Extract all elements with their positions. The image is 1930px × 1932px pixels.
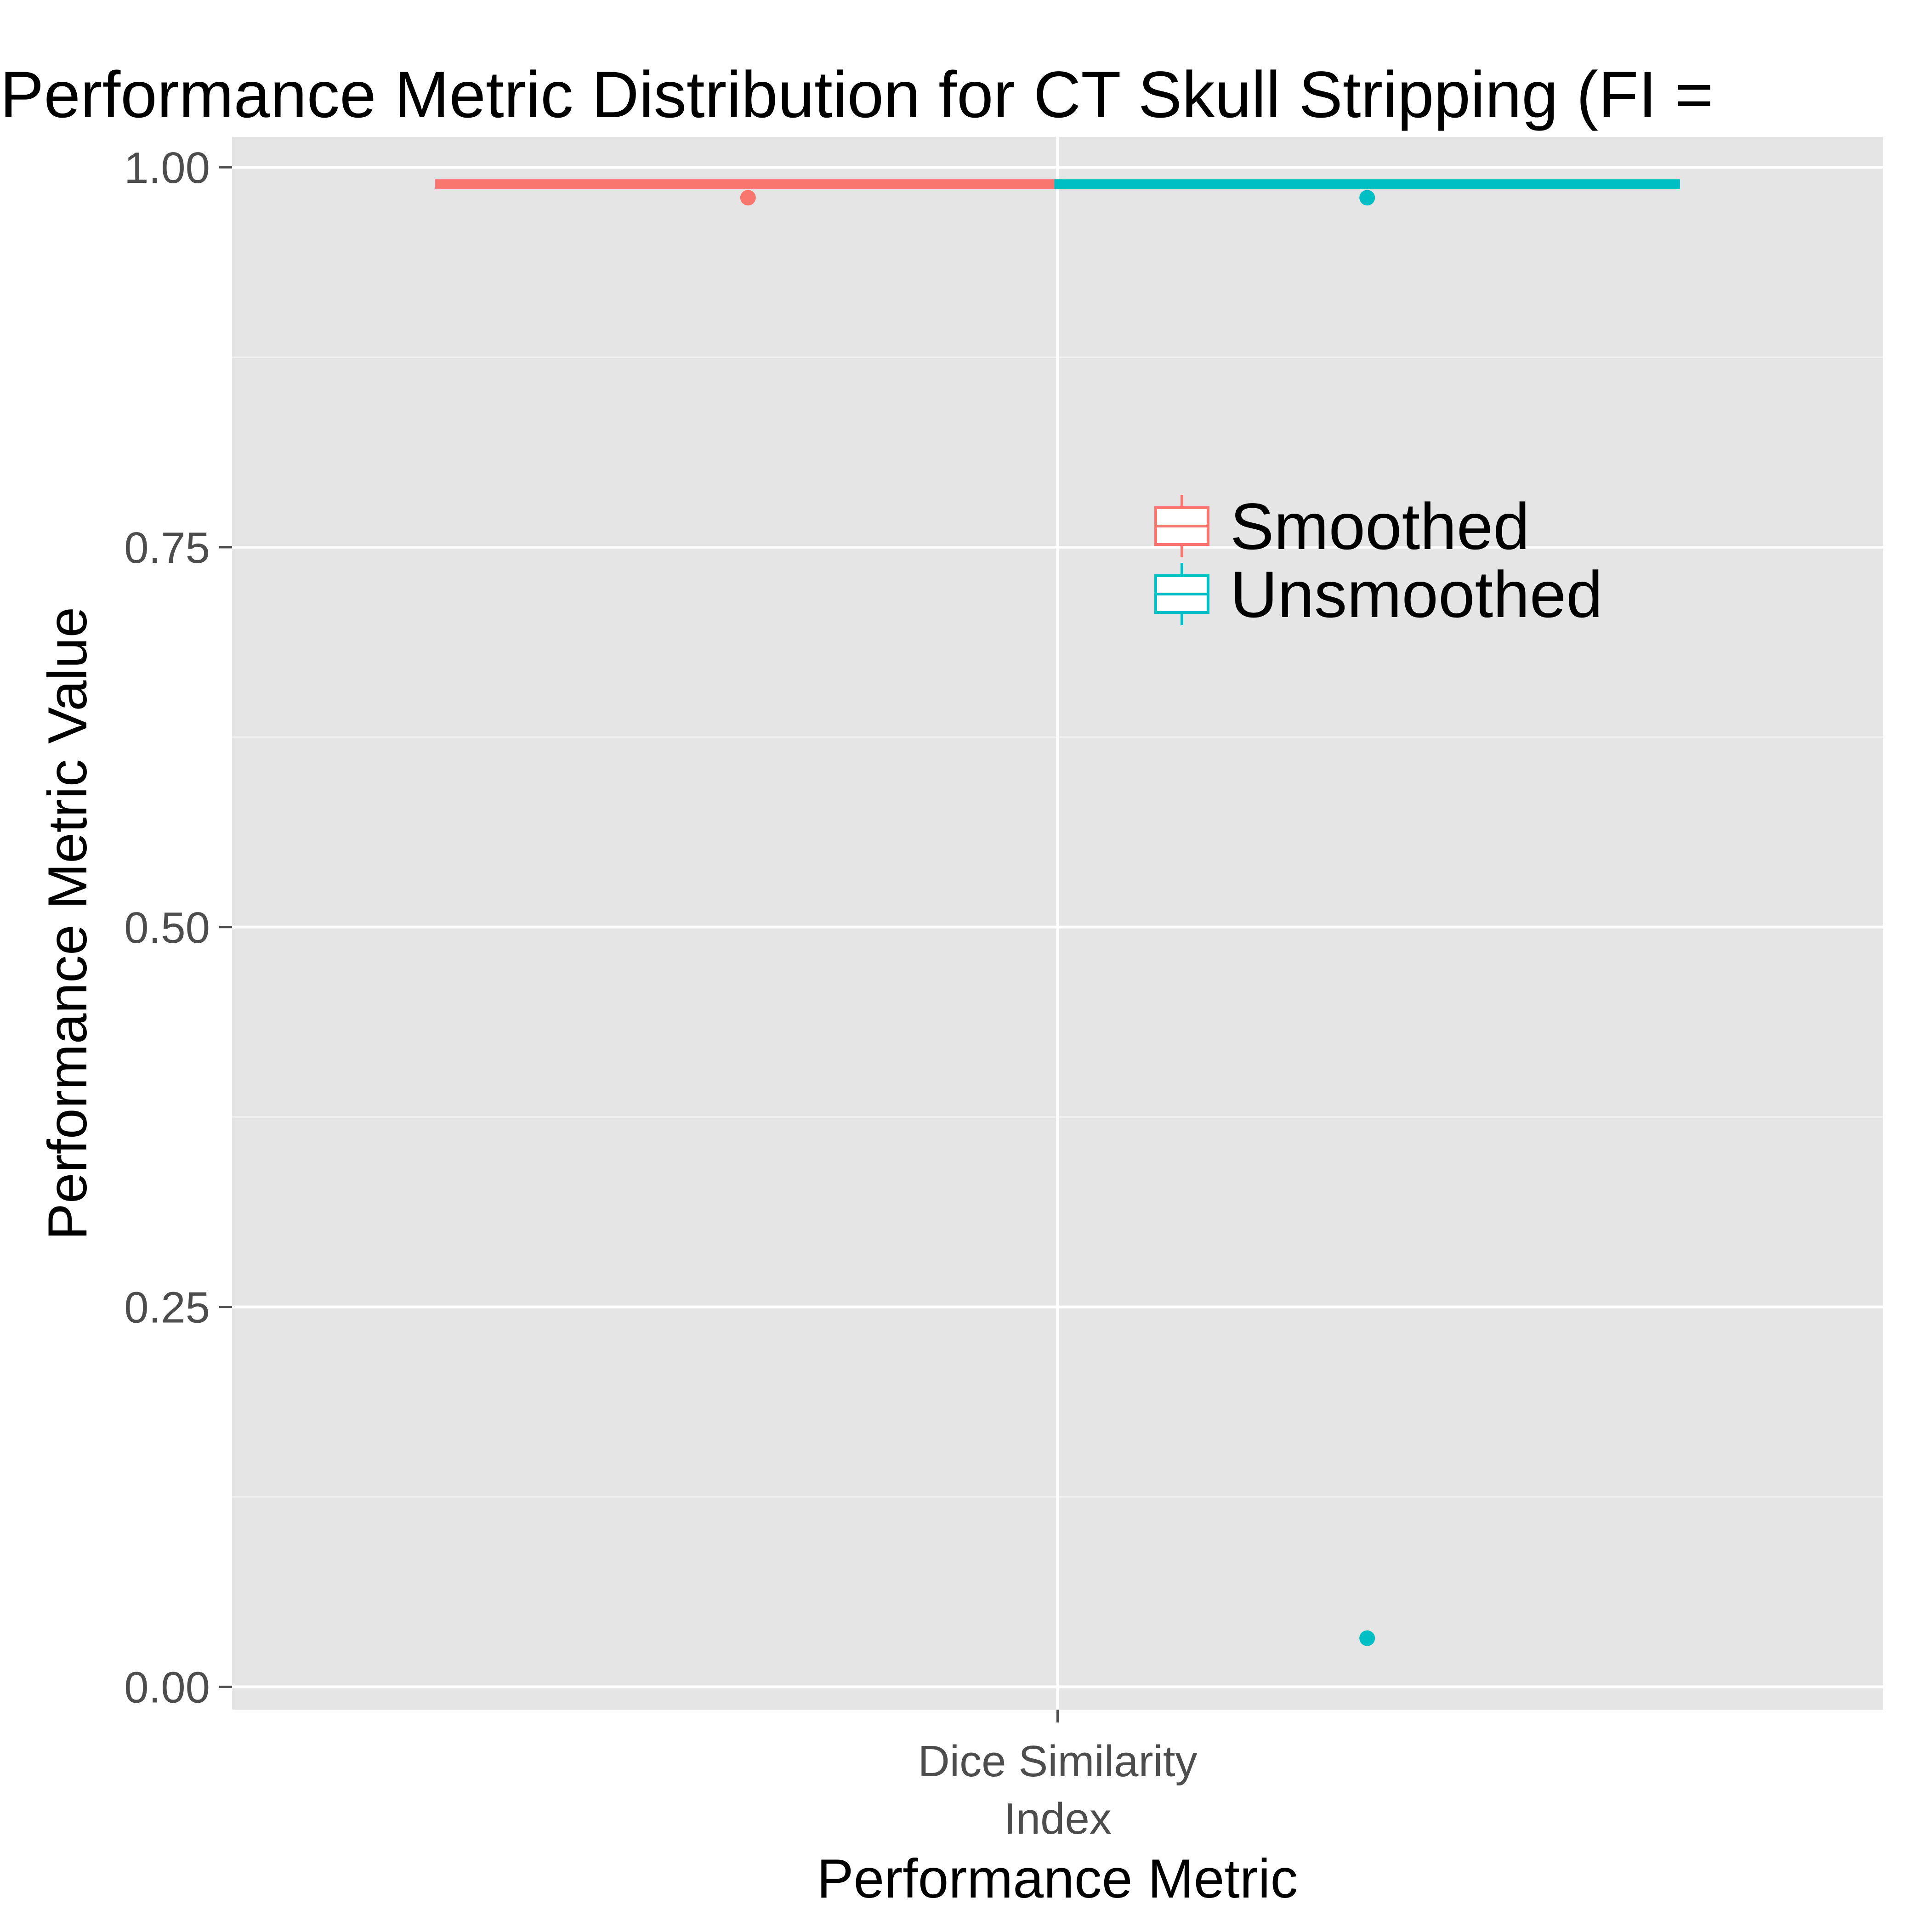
y-axis-title: Performance Metric Value bbox=[37, 607, 98, 1240]
x-tick-label: Dice Similarity bbox=[918, 1737, 1197, 1786]
outlier-point bbox=[1359, 190, 1375, 206]
y-tick-label: 0.50 bbox=[124, 903, 210, 952]
gridlines bbox=[232, 137, 1883, 1710]
y-tick-label: 0.75 bbox=[124, 523, 210, 572]
box-layer bbox=[435, 179, 1680, 1646]
legend-label: Smoothed bbox=[1230, 490, 1530, 563]
x-tick-label: Index bbox=[1004, 1794, 1112, 1843]
outlier-point bbox=[740, 190, 756, 206]
box-unsmoothed bbox=[1054, 179, 1680, 1646]
y-tick-label: 0.25 bbox=[124, 1283, 210, 1332]
outlier-point bbox=[1359, 1630, 1375, 1646]
y-tick-label: 1.00 bbox=[124, 143, 210, 193]
chart-title: Performance Metric Distribution for CT S… bbox=[0, 58, 1713, 131]
y-tick-label: 0.00 bbox=[124, 1663, 210, 1712]
x-axis-title: Performance Metric bbox=[817, 1848, 1298, 1909]
legend-item-smoothed: Smoothed bbox=[1154, 490, 1530, 563]
axes: 0.00 0.25 0.50 0.75 1.00 Dice Similarity Index bbox=[124, 143, 1197, 1843]
legend-item-unsmoothed: Unsmoothed bbox=[1154, 558, 1603, 631]
legend-label: Unsmoothed bbox=[1230, 558, 1603, 631]
